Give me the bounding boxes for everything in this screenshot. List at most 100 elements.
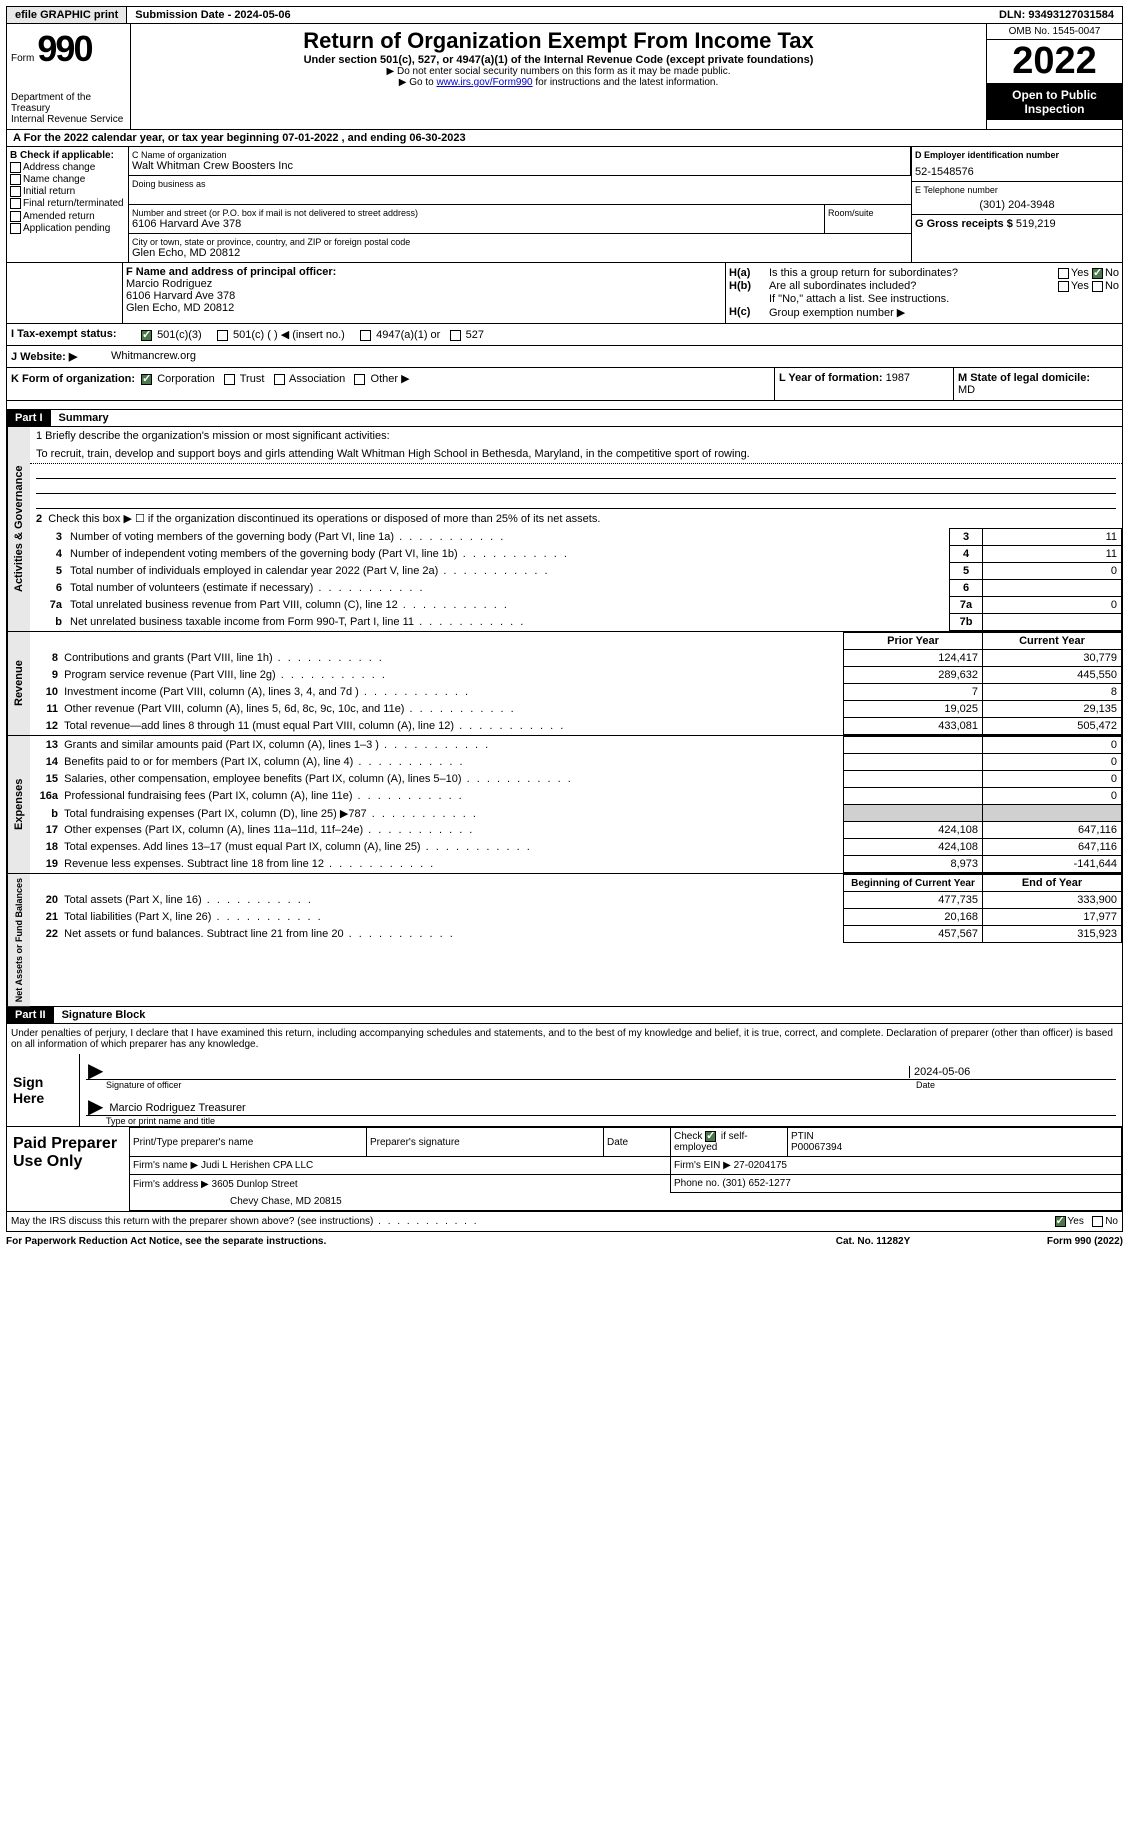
tab-netassets: Net Assets or Fund Balances [7,874,30,1006]
col-b-checkboxes: B Check if applicable: Address change Na… [7,147,129,262]
part2-badge: Part II [7,1007,54,1023]
cb-label-pending: Application pending [23,223,110,234]
table-row: 15 Salaries, other compensation, employe… [30,771,1122,788]
opt-assoc: Association [289,373,345,385]
gross-receipts: 519,219 [1016,218,1056,230]
year-formation: 1987 [886,372,910,384]
discuss-no[interactable] [1092,1216,1103,1227]
row-k: K Form of organization: Corporation Trus… [6,368,1123,401]
officer-printed-name: Marcio Rodriguez Treasurer [109,1102,245,1114]
irs-link[interactable]: www.irs.gov/Form990 [436,77,532,88]
dept-treasury: Department of the Treasury [11,92,126,114]
cb-label-initial: Initial return [23,186,75,197]
header-center: Return of Organization Exempt From Incom… [131,24,986,129]
officer-addr1: 6106 Harvard Ave 378 [126,290,722,302]
website-label: J Website: ▶ [11,350,111,363]
line2-text: Check this box ▶ ☐ if the organization d… [48,513,600,525]
sign-here-label: Sign Here [7,1054,80,1126]
cb-amended-return[interactable] [10,211,21,222]
opt-527: 527 [466,329,484,341]
header-left: Form 990 Department of the Treasury Inte… [7,24,131,129]
ha-text: Is this a group return for subordinates? [769,267,1058,279]
cat-number: Cat. No. 11282Y [773,1236,973,1247]
table-row: 3 Number of voting members of the govern… [30,529,1122,546]
table-row: 14 Benefits paid to or for members (Part… [30,754,1122,771]
cb-label-address: Address change [23,162,95,173]
col-h: H(a) Is this a group return for subordin… [726,263,1122,323]
cb-label-final: Final return/terminated [23,199,124,210]
cb-501c[interactable] [217,330,228,341]
row-i-tax-status: I Tax-exempt status: 501(c)(3) 501(c) ( … [6,324,1123,346]
cb-assoc[interactable] [274,374,285,385]
table-row: 21 Total liabilities (Part X, line 26) 2… [30,909,1122,926]
form-title: Return of Organization Exempt From Incom… [135,28,982,54]
line2-discontinued: 2 Check this box ▶ ☐ if the organization… [30,509,1122,528]
table-row: 16a Professional fundraising fees (Part … [30,788,1122,805]
cb-other[interactable] [354,374,365,385]
paid-preparer-block: Paid Preparer Use Only Print/Type prepar… [6,1127,1123,1212]
form-footer-label: Form 990 (2022) [973,1236,1123,1247]
table-row: 13 Grants and similar amounts paid (Part… [30,737,1122,754]
col-b-label: B Check if applicable: [10,150,125,161]
cb-name-change[interactable] [10,174,21,185]
cb-trust[interactable] [224,374,235,385]
spacer [6,401,1123,410]
type-name-label: Type or print name and title [86,1116,1116,1126]
cb-address-change[interactable] [10,162,21,173]
ein-label: D Employer identification number [915,150,1119,160]
goto-post: for instructions and the latest informat… [533,77,719,88]
cb-4947[interactable] [360,330,371,341]
blank-line-1 [36,464,1116,479]
hb-note: If "No," attach a list. See instructions… [769,293,1119,305]
ptin-value: P00067394 [791,1142,1118,1153]
org-name: Walt Whitman Crew Boosters Inc [132,160,907,172]
opt-corp: Corporation [157,373,214,385]
table-row: 10 Investment income (Part VIII, column … [30,684,1122,701]
state-domicile: MD [958,384,975,396]
officer-addr2: Glen Echo, MD 20812 [126,302,722,314]
page-footer: For Paperwork Reduction Act Notice, see … [6,1232,1123,1251]
ha-no[interactable] [1092,268,1103,279]
opt-4947: 4947(a)(1) or [376,329,440,341]
table-row: 8 Contributions and grants (Part VIII, l… [30,650,1122,667]
firm-name-label: Firm's name ▶ [133,1160,198,1171]
cb-final-return[interactable] [10,198,21,209]
ha-yes[interactable] [1058,268,1069,279]
hc-label: H(c) [729,306,769,319]
cb-501c3[interactable] [141,330,152,341]
part1-badge: Part I [7,410,51,426]
prep-sig-label: Preparer's signature [370,1137,600,1148]
hc-text: Group exemption number ▶ [769,306,1119,319]
col-f-officer: F Name and address of principal officer:… [123,263,726,323]
website-value: Whitmancrew.org [111,350,196,363]
revenue-table: Prior Year Current Year 8 Contributions … [30,632,1122,735]
sig-officer-label: Signature of officer [86,1080,916,1090]
end-year-header: End of Year [983,875,1122,892]
cb-initial-return[interactable] [10,186,21,197]
efile-print-button[interactable]: efile GRAPHIC print [7,7,127,23]
cb-application-pending[interactable] [10,223,21,234]
table-row: 20 Total assets (Part X, line 16) 477,73… [30,892,1122,909]
header-right: OMB No. 1545-0047 2022 Open to Public In… [986,24,1122,129]
subtitle-1: Under section 501(c), 527, or 4947(a)(1)… [135,54,982,66]
k-label: K Form of organization: [11,373,135,385]
cb-527[interactable] [450,330,461,341]
discuss-yes[interactable] [1055,1216,1066,1227]
tab-expenses: Expenses [7,736,30,873]
table-row: 4 Number of independent voting members o… [30,546,1122,563]
pra-notice: For Paperwork Reduction Act Notice, see … [6,1236,773,1247]
hb-yes[interactable] [1058,281,1069,292]
discuss-text: May the IRS discuss this return with the… [11,1216,1055,1227]
cb-self-employed[interactable] [705,1131,716,1142]
irs-label: Internal Revenue Service [11,114,126,125]
cb-corp[interactable] [141,374,152,385]
submission-date: Submission Date - 2024-05-06 [127,7,991,23]
prep-date-label: Date [607,1137,667,1148]
hb-no[interactable] [1092,281,1103,292]
table-row: b Total fundraising expenses (Part IX, c… [30,805,1122,822]
tab-revenue: Revenue [7,632,30,735]
expenses-table: 13 Grants and similar amounts paid (Part… [30,736,1122,873]
tab-activities: Activities & Governance [7,427,30,631]
org-name-label: C Name of organization [132,150,907,160]
date-label: Date [916,1080,1116,1090]
